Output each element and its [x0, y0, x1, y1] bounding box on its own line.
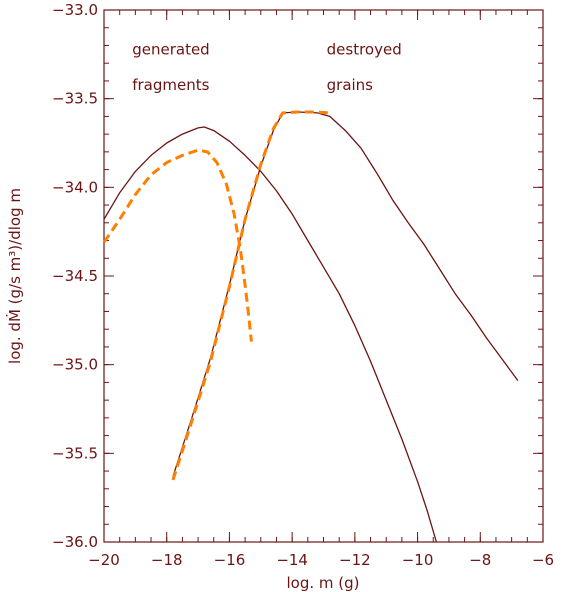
x-axis-label: log. m (g): [286, 574, 359, 592]
y-tick-label: −33.0: [52, 1, 98, 19]
x-tick-label: −20: [88, 551, 120, 569]
x-tick-label: −16: [214, 551, 246, 569]
annotations: generated fragments destroyed grains: [132, 40, 402, 93]
y-tick-label: −34.0: [52, 178, 98, 196]
annotation-text: grains: [327, 76, 374, 94]
tick-labels: −20 −18 −16 −14 −12 −10 −8 −6 −33.0 −33.5 −34.0 −34…: [52, 1, 554, 569]
y-tick-label: −36.0: [52, 533, 98, 551]
y-tick-label: −33.5: [52, 90, 98, 108]
y-tick-label: −34.5: [52, 267, 98, 285]
y-tick-label: −35.5: [52, 444, 98, 462]
x-tick-label: −8: [469, 551, 491, 569]
annotation-text: generated: [132, 40, 209, 58]
x-tick-label: −18: [151, 551, 183, 569]
solid-series-1: [172, 111, 519, 477]
x-tick-label: −14: [276, 551, 308, 569]
axis-ticks: [103, 9, 544, 543]
dashed-series-2: [102, 148, 253, 342]
series-group: [102, 110, 519, 543]
x-tick-label: −12: [339, 551, 371, 569]
annotation-text: fragments: [132, 76, 209, 94]
x-tick-label: −10: [402, 551, 434, 569]
x-tick-label: −6: [532, 551, 554, 569]
solid-series-0: [103, 126, 438, 543]
annotation-text: destroyed: [327, 40, 402, 58]
dashed-series-3: [171, 110, 330, 481]
y-tick-label: −35.0: [52, 356, 98, 374]
y-axis-label: log. dṀ (g/s m³)/dlog m: [5, 188, 24, 364]
